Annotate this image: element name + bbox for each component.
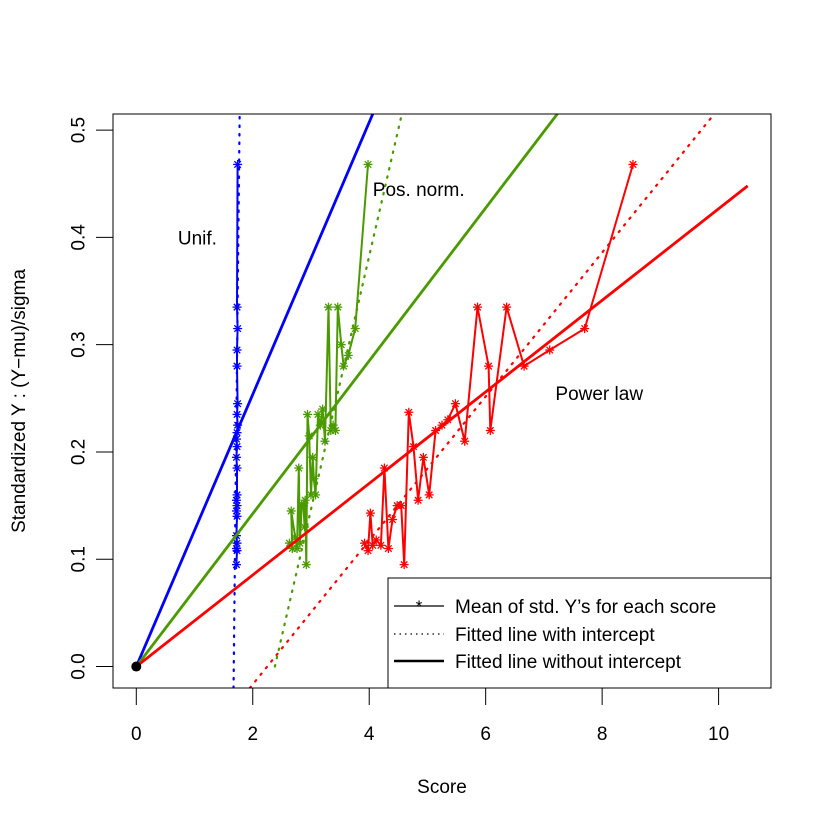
mean-point-pos-norm — [318, 404, 328, 414]
y-tick-label: 0.5 — [69, 117, 90, 143]
mean-point-unif — [233, 420, 243, 430]
mean-point-power-law — [485, 426, 495, 436]
x-tick-label: 6 — [480, 724, 491, 745]
series-label-pos-norm: Pos. norm. — [373, 180, 465, 201]
mean-point-power-law — [388, 515, 398, 525]
mean-point-pos-norm — [308, 452, 318, 462]
origin-point — [131, 661, 142, 672]
mean-point-power-law — [484, 361, 494, 371]
mean-point-pos-norm — [304, 431, 314, 441]
mean-point-pos-norm — [301, 560, 311, 570]
data-layer — [135, 114, 749, 688]
mean-point-power-law — [396, 501, 406, 511]
means-line-pos-norm — [288, 164, 369, 565]
mean-point-unif — [232, 361, 242, 371]
mean-point-power-law — [360, 538, 370, 548]
x-tick-label: 4 — [364, 724, 375, 745]
mean-point-unif — [232, 409, 242, 419]
series-label-power-law: Power law — [555, 384, 643, 405]
legend-label-means: Mean of std. Y’s for each score — [455, 597, 716, 618]
mean-point-unif — [232, 442, 242, 452]
mean-point-power-law — [413, 495, 423, 505]
mean-point-pos-norm — [292, 544, 302, 554]
mean-point-power-law — [399, 560, 409, 570]
legend-label-without-intercept: Fitted line without intercept — [455, 652, 682, 673]
legend-box — [387, 577, 772, 689]
mean-point-power-law — [431, 426, 441, 436]
mean-point-pos-norm — [339, 361, 349, 371]
y-tick-label: 0.1 — [69, 546, 90, 572]
mean-point-unif — [233, 159, 243, 169]
mean-point-pos-norm — [315, 420, 325, 430]
mean-point-pos-norm — [309, 474, 319, 484]
mean-point-power-law — [383, 544, 393, 554]
mean-point-power-law — [404, 407, 414, 417]
x-axis-label: Score — [417, 777, 467, 798]
mean-point-pos-norm — [350, 324, 360, 334]
fit-without-intercept-unif — [135, 114, 375, 668]
mean-point-pos-norm — [320, 436, 330, 446]
mean-point-pos-norm — [363, 159, 373, 169]
x-tick-label: 10 — [708, 724, 729, 745]
mean-point-unif — [231, 452, 241, 462]
fit-with-intercept-pos-norm — [273, 114, 403, 668]
mean-point-unif — [232, 345, 242, 355]
mean-point-unif — [231, 434, 241, 444]
y-tick-label: 0.0 — [69, 653, 90, 679]
mean-point-power-law — [368, 540, 378, 550]
labels-layer: Unif. Pos. norm. Power law — [131, 180, 643, 672]
mean-point-unif — [233, 399, 243, 409]
mean-point-power-law — [365, 508, 375, 518]
mean-point-pos-norm — [286, 506, 296, 516]
y-axis-label: Standardized Y : (Y−mu)/sigma — [9, 269, 30, 533]
series-label-unif: Unif. — [178, 228, 217, 249]
x-tick-label: 8 — [597, 724, 608, 745]
fit-with-intercept-power-law — [248, 114, 716, 688]
mean-point-unif — [232, 511, 242, 521]
mean-point-power-law — [379, 463, 389, 473]
legend-star-glyph: * — [416, 597, 423, 616]
mean-point-power-law — [437, 420, 447, 430]
mean-point-power-law — [545, 345, 555, 355]
mean-point-pos-norm — [333, 302, 343, 312]
mean-point-pos-norm — [330, 426, 340, 436]
mean-point-power-law — [473, 302, 483, 312]
mean-point-pos-norm — [300, 522, 310, 532]
fit-without-intercept-pos-norm — [135, 114, 560, 668]
mean-point-pos-norm — [302, 409, 312, 419]
mean-point-power-law — [424, 490, 434, 500]
mean-point-pos-norm — [323, 302, 333, 312]
mean-point-power-law — [502, 302, 512, 312]
mean-point-unif — [232, 546, 242, 556]
mean-point-unif — [232, 302, 242, 312]
mean-point-pos-norm — [300, 495, 310, 505]
mean-point-power-law — [418, 452, 428, 462]
mean-point-pos-norm — [294, 463, 304, 473]
legend-label-with-intercept: Fitted line with intercept — [455, 625, 655, 646]
mean-point-power-law — [450, 399, 460, 409]
mean-point-pos-norm — [311, 490, 321, 500]
mean-point-unif — [232, 463, 242, 473]
y-tick-label: 0.2 — [69, 439, 90, 465]
x-tick-label: 2 — [247, 724, 258, 745]
legend: * Mean of std. Y’s for each score Fitted… — [387, 577, 772, 689]
mean-point-power-law — [628, 159, 638, 169]
mean-point-power-law — [443, 415, 453, 425]
mean-point-power-law — [519, 361, 529, 371]
x-tick-label: 0 — [131, 724, 142, 745]
mean-point-power-law — [376, 540, 386, 550]
mean-point-power-law — [460, 436, 470, 446]
mean-point-unif — [231, 560, 241, 570]
y-tick-label: 0.4 — [69, 224, 90, 251]
mean-point-power-law — [580, 324, 590, 334]
y-tick-label: 0.3 — [69, 331, 90, 357]
mean-point-pos-norm — [336, 340, 346, 350]
mean-point-power-law — [408, 442, 418, 452]
mean-point-unif — [233, 324, 243, 334]
fit-with-intercept-unif — [232, 114, 241, 688]
mean-point-pos-norm — [343, 350, 353, 360]
